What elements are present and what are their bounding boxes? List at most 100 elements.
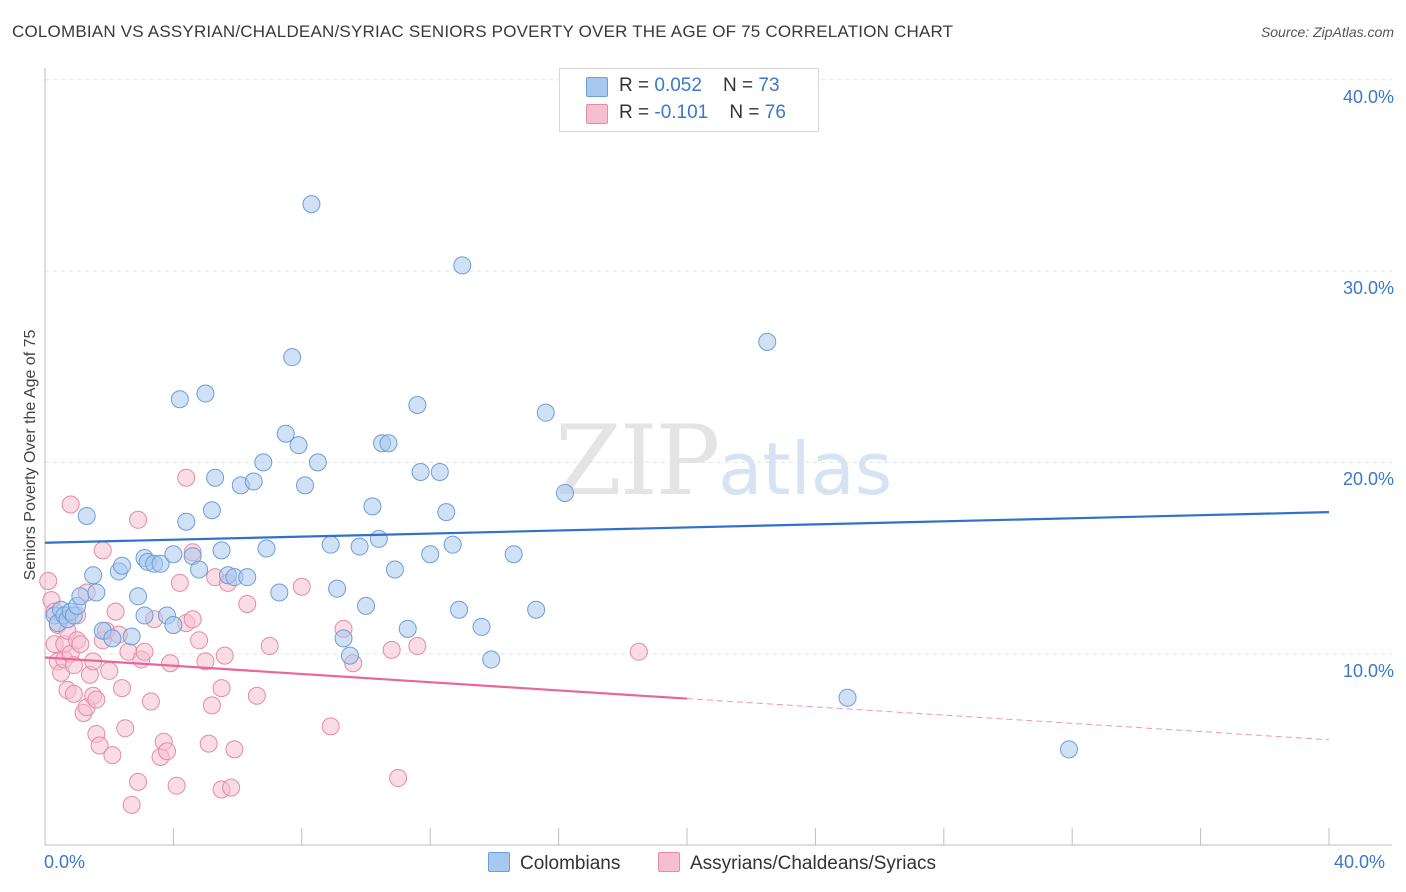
trendline-assyrians-extrapolated: [686, 698, 1330, 741]
point-colombians-59: [398, 619, 417, 638]
trendline-assyrians: [44, 656, 688, 700]
watermark-zip: ZIP: [555, 405, 720, 517]
point-colombians-18: [135, 606, 154, 625]
point-colombians-57: [379, 434, 398, 453]
x-tick-label-min: 0.0%: [44, 852, 86, 872]
point-colombians-31: [202, 501, 221, 520]
stats-legend: R = 0.052 N = 73 R = -0.101 N = 76: [559, 68, 819, 132]
blue-swatch: [488, 852, 510, 872]
point-colombians-76: [1059, 740, 1078, 759]
point-assyrians-57: [202, 696, 221, 715]
x-tick-label-max: 40.0%: [1334, 852, 1386, 872]
point-colombians-26: [170, 390, 189, 409]
point-colombians-50: [334, 629, 353, 648]
point-colombians-22: [151, 554, 170, 573]
point-assyrians-35: [116, 719, 135, 738]
point-assyrians-41: [135, 642, 154, 661]
point-assyrians-66: [247, 686, 266, 705]
point-colombians-33: [212, 541, 231, 560]
point-assyrians-67: [260, 637, 279, 656]
n-value: 76: [764, 102, 786, 123]
point-colombians-53: [357, 596, 375, 615]
point-colombians-61: [411, 462, 430, 481]
point-colombians-58: [385, 560, 404, 579]
point-colombians-68: [472, 617, 491, 636]
n-value: 73: [758, 75, 780, 96]
point-colombians-47: [308, 453, 327, 472]
point-assyrians-28: [93, 541, 112, 560]
point-assyrians-73: [408, 637, 427, 656]
point-assyrians-61: [215, 646, 234, 665]
point-colombians-11: [87, 583, 106, 602]
chart-title: COLOMBIAN VS ASSYRIAN/CHALDEAN/SYRIAC SE…: [12, 22, 954, 41]
point-assyrians-74: [629, 642, 648, 661]
point-assyrians-51: [177, 468, 196, 487]
point-assyrians-52: [183, 610, 202, 629]
pink-swatch: [658, 852, 680, 872]
point-colombians-37: [238, 568, 257, 587]
point-colombians-74: [758, 332, 777, 351]
point-assyrians-59: [212, 679, 231, 698]
point-colombians-72: [536, 403, 555, 422]
point-colombians-29: [190, 560, 209, 579]
point-assyrians-46: [157, 742, 176, 761]
point-colombians-66: [450, 600, 469, 619]
trendline-colombians: [44, 511, 1330, 544]
point-colombians-16: [122, 627, 141, 646]
point-colombians-42: [276, 424, 295, 443]
point-colombians-64: [437, 503, 456, 522]
point-assyrians-13: [64, 684, 83, 703]
point-colombians-39: [254, 453, 273, 472]
point-colombians-54: [363, 497, 382, 516]
point-colombians-13: [103, 629, 122, 648]
y-axis-label: Seniors Poverty Over the Age of 75: [22, 329, 39, 581]
point-colombians-38: [244, 472, 263, 491]
point-assyrians-72: [389, 769, 408, 788]
point-colombians-30: [196, 384, 215, 403]
point-colombians-55: [369, 529, 388, 548]
watermark-atlas: atlas: [718, 427, 893, 511]
point-assyrians-68: [321, 717, 340, 736]
point-assyrians-64: [225, 740, 244, 759]
n-label: N =: [723, 75, 759, 96]
point-assyrians-56: [199, 734, 218, 753]
point-assyrians-31: [103, 746, 122, 765]
r-value: -0.101: [654, 102, 709, 123]
point-assyrians-63: [222, 778, 241, 797]
point-colombians-60: [408, 396, 427, 415]
point-colombians-27: [177, 512, 196, 531]
point-assyrians-75: [292, 577, 311, 596]
point-assyrians-42: [141, 692, 160, 711]
point-colombians-73: [556, 484, 575, 503]
point-colombians-9: [77, 506, 96, 525]
point-colombians-15: [113, 556, 132, 575]
point-colombians-65: [443, 535, 462, 554]
point-colombians-71: [527, 600, 546, 619]
point-assyrians-55: [196, 652, 215, 671]
point-colombians-25: [164, 545, 183, 564]
point-colombians-52: [350, 537, 369, 556]
point-colombians-10: [84, 566, 103, 585]
point-assyrians-49: [170, 573, 189, 592]
point-assyrians-17: [71, 635, 90, 654]
point-assyrians-39: [129, 510, 148, 529]
point-assyrians-25: [87, 690, 106, 709]
point-assyrians-37: [122, 795, 141, 814]
legend-label: Assyrians/Chaldeans/Syriacs: [690, 853, 937, 874]
point-colombians-43: [283, 348, 302, 367]
point-colombians-8: [71, 587, 90, 606]
point-colombians-17: [129, 587, 148, 606]
legend-label: Colombians: [520, 853, 621, 874]
point-colombians-32: [206, 468, 225, 487]
watermark: ZIPatlas: [555, 405, 892, 517]
point-colombians-75: [838, 688, 857, 707]
point-colombians-40: [257, 539, 276, 558]
r-label: R =: [619, 75, 655, 96]
point-colombians-45: [296, 476, 315, 495]
point-colombians-44: [289, 436, 308, 455]
point-assyrians-0: [39, 572, 58, 591]
point-colombians-67: [453, 256, 472, 275]
point-colombians-46: [302, 195, 321, 214]
point-colombians-69: [482, 650, 501, 669]
